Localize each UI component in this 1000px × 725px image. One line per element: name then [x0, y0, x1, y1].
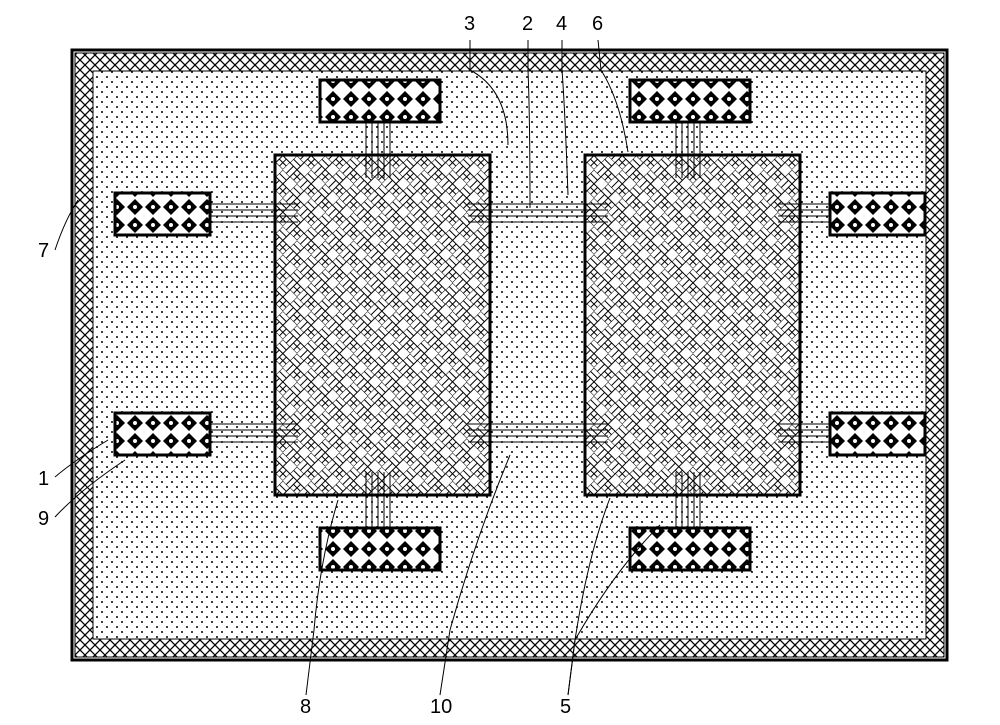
pad-top-right — [630, 80, 750, 122]
pad-left-upper — [115, 193, 210, 235]
callout-label-4: 4 — [556, 13, 567, 36]
chip-right — [585, 155, 800, 495]
diagram-container: 3 2 4 6 7 1 9 8 10 5 — [0, 0, 1000, 725]
callout-label-1: 1 — [38, 468, 49, 491]
callout-label-7: 7 — [38, 240, 49, 263]
callout-label-8: 8 — [300, 696, 311, 719]
pad-top-left — [320, 80, 440, 122]
pad-bottom-left — [320, 528, 440, 570]
callout-label-5: 5 — [560, 696, 571, 719]
chip-left — [275, 155, 490, 495]
callout-label-2: 2 — [522, 13, 533, 36]
pad-right-lower — [830, 413, 925, 455]
pad-bottom-right — [630, 528, 750, 570]
callout-label-3: 3 — [464, 13, 475, 36]
callout-label-10: 10 — [430, 696, 452, 719]
technical-diagram — [0, 0, 1000, 725]
callout-label-9: 9 — [38, 508, 49, 531]
pad-left-lower — [115, 413, 210, 455]
pad-right-upper — [830, 193, 925, 235]
callout-label-6: 6 — [592, 13, 603, 36]
